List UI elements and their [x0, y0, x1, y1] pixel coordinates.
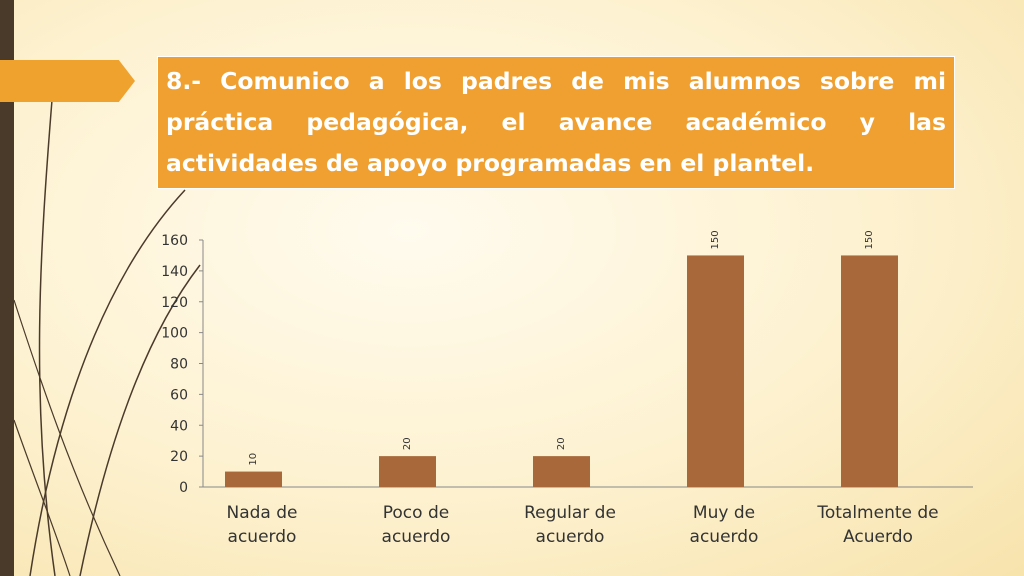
y-tick-label: 120 [161, 295, 188, 311]
x-category-label: Nada de acuerdo [227, 503, 298, 547]
bar [379, 456, 436, 487]
title-arrow-shape [0, 60, 135, 102]
bar-data-label: 150 [710, 230, 721, 249]
bar [841, 255, 898, 487]
bar-data-label: 10 [248, 453, 259, 466]
x-category-label: Totalmente de Acuerdo [816, 503, 938, 547]
y-tick-label: 20 [170, 449, 188, 465]
x-category-label-line: acuerdo [536, 527, 605, 547]
x-category-label: Muy de acuerdo [690, 503, 759, 547]
bar [687, 255, 744, 487]
x-category-label-line: acuerdo [228, 527, 297, 547]
y-tick-label: 140 [161, 264, 188, 280]
y-tick-label: 100 [161, 326, 188, 342]
bar-data-label: 150 [864, 230, 875, 249]
bar-data-label: 20 [402, 437, 413, 450]
x-category-label-line: Nada de [227, 503, 298, 523]
y-tick-label: 80 [170, 357, 188, 373]
slide-title: 8.- Comunico a los padres de mis alumnos… [166, 67, 946, 177]
x-category-label-line: Muy de [693, 503, 755, 523]
y-tick-label: 40 [170, 418, 188, 434]
bar [225, 471, 282, 487]
decorative-lines [13, 99, 201, 576]
y-tick-label: 0 [179, 480, 188, 496]
x-category-label-line: acuerdo [382, 527, 451, 547]
x-category-label-line: Acuerdo [843, 527, 913, 547]
left-accent-bar [0, 0, 14, 576]
y-tick-label: 160 [161, 233, 188, 249]
title-box: 8.- Comunico a los padres de mis alumnos… [157, 56, 955, 189]
bar-data-label: 20 [556, 437, 567, 450]
x-category-label-line: Poco de [383, 503, 449, 523]
x-category-label-line: Regular de [524, 503, 616, 523]
x-category-label-line: acuerdo [690, 527, 759, 547]
x-category-label: Regular de acuerdo [524, 503, 616, 547]
x-category-label: Poco de acuerdo [382, 503, 451, 547]
bar [533, 456, 590, 487]
y-tick-label: 60 [170, 387, 188, 403]
x-category-label-line: Totalmente de [816, 503, 938, 523]
